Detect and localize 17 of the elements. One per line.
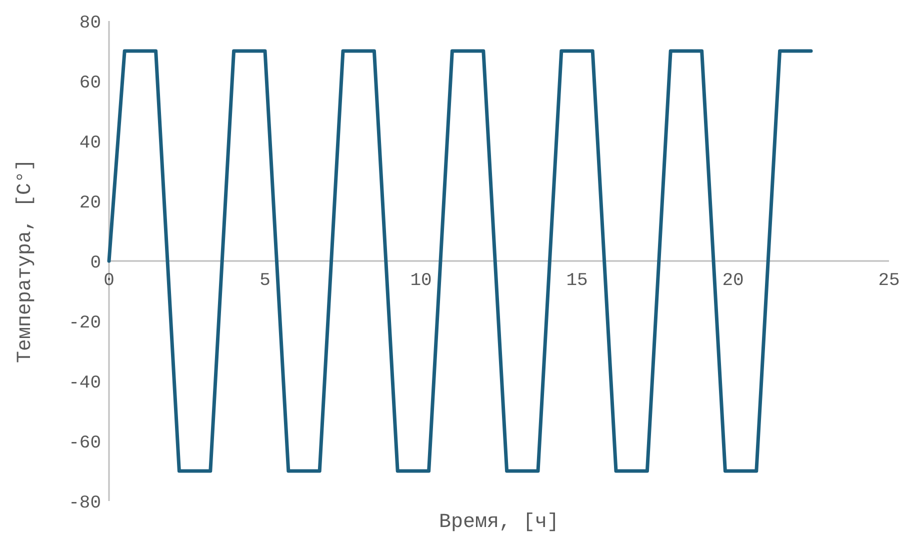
y-tick-label: 0: [90, 253, 101, 274]
x-tick-label: 25: [878, 271, 900, 291]
x-axis-title: Время, [ч]: [438, 511, 560, 533]
y-tick-label: 60: [79, 73, 101, 94]
x-tick-label: 10: [410, 271, 432, 291]
y-tick-label: -60: [68, 433, 101, 454]
y-tick-label: 40: [79, 133, 101, 154]
x-tick-label: 0: [104, 271, 114, 291]
y-tick-label: -40: [68, 373, 101, 394]
y-tick-label: 20: [79, 193, 101, 214]
x-tick-label: 15: [566, 271, 588, 291]
y-tick-label: -20: [68, 313, 101, 334]
x-tick-label: 5: [260, 271, 270, 291]
y-axis-title: Температура, [C°]: [14, 158, 37, 364]
x-tick-label: 20: [722, 271, 744, 291]
y-tick-label: -80: [68, 493, 101, 514]
y-tick-label: 80: [79, 13, 101, 34]
